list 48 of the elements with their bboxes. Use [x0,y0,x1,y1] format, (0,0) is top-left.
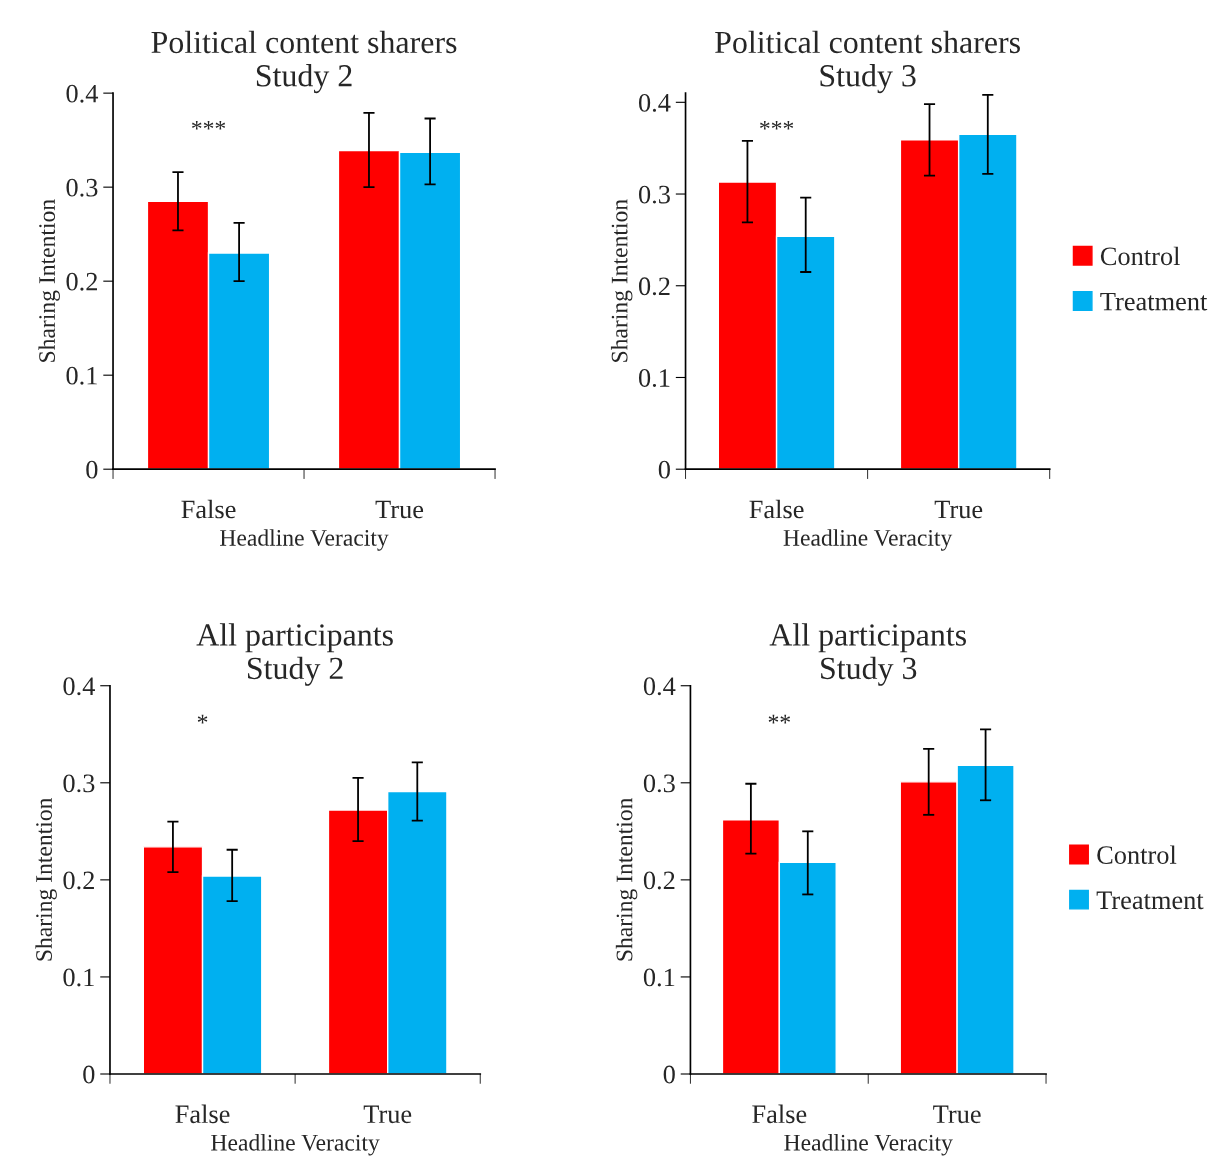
annotation: *** [191,120,226,130]
chart-title: Political content sharers Study 2 [151,30,457,94]
y-tick-label: 0.1 [643,968,675,987]
x-tick-label: False [175,1104,230,1124]
y-tick-label: 0.2 [643,871,675,890]
y-axis-title: Sharing Intention [35,797,57,961]
y-tick-label: 0.4 [638,93,671,112]
y-tick-label: 0.2 [66,272,97,291]
y-tick-label: 0.2 [63,871,94,890]
chart-title: Political content sharers Study 3 [715,30,1020,94]
x-tick-label: True [933,1105,981,1124]
legend-label: Control [1097,845,1177,864]
y-axis-title: Sharing Intention [610,199,633,362]
x-tick-label: True [934,500,983,519]
x-axis-title: Headline Veracity [220,529,389,551]
chart-title: All participants Study 3 [769,623,966,686]
y-tick-label: 0.1 [66,366,97,385]
annotation: * [197,714,208,724]
x-axis-title: Headline Veracity [784,1134,953,1156]
y-tick-label: 0 [83,1065,95,1084]
y-axis-title: Sharing Intention [38,199,60,362]
y-tick-label: 0.4 [63,677,95,696]
y-tick-label: 0.3 [66,178,98,197]
y-tick-label: 0.1 [63,968,94,987]
y-tick-label: 0 [86,460,98,479]
legend-label: Control [1100,246,1180,266]
x-tick-label: True [363,1105,412,1124]
legend-label: Treatment [1096,891,1204,910]
chart-title: All participants Study 2 [196,623,393,686]
y-tick-label: 0.4 [66,84,99,103]
y-tick-label: 0.1 [638,369,670,388]
y-tick-label: 0.4 [643,677,676,696]
x-tick-label: True [375,500,424,519]
x-tick-label: False [749,499,804,519]
x-tick-label: False [181,499,236,519]
y-tick-label: 0 [663,1065,675,1084]
y-tick-label: 0.3 [63,774,95,793]
annotation: *** [760,120,794,130]
x-axis-title: Headline Veracity [783,529,953,551]
annotation: ** [768,714,791,724]
y-tick-label: 0.3 [638,185,670,204]
x-tick-label: False [752,1104,807,1124]
y-tick-label: 0.3 [643,774,675,793]
x-axis-title: Headline Veracity [211,1134,380,1156]
y-axis-title: Sharing Intention [615,797,638,961]
y-tick-label: 0 [658,460,670,479]
y-tick-label: 0.2 [638,277,670,296]
legend-label: Treatment [1100,292,1208,311]
